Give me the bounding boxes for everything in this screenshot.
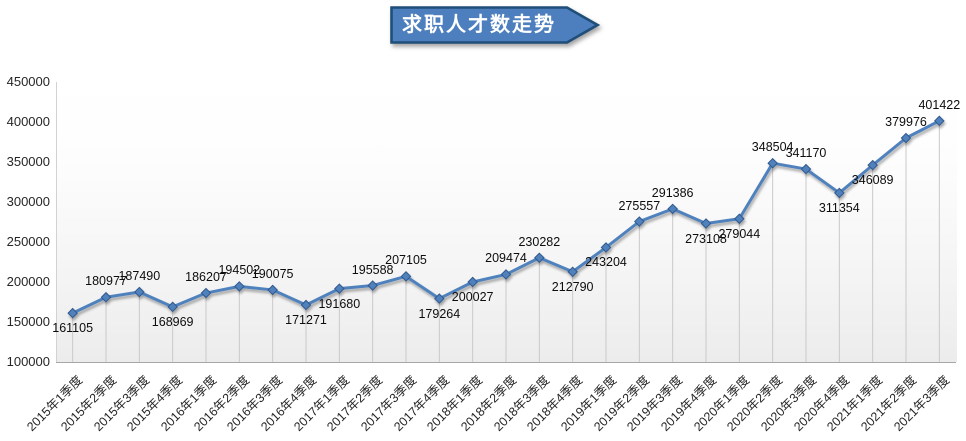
data-point-marker — [500, 269, 512, 280]
y-axis-tick-label: 350000 — [6, 154, 50, 169]
data-point-marker — [134, 286, 145, 298]
data-label: 179264 — [418, 306, 461, 321]
data-label: 348504 — [751, 140, 794, 155]
data-label: 291386 — [651, 185, 694, 200]
data-label: 171271 — [285, 312, 327, 327]
data-point-marker — [67, 307, 78, 319]
data-label: 168969 — [151, 314, 194, 329]
data-label: 346089 — [851, 173, 894, 188]
y-axis-tick-label: 100000 — [6, 354, 50, 369]
y-axis-tick-label: 250000 — [6, 234, 50, 249]
series-job-seekers — [67, 115, 945, 319]
data-point-marker — [934, 115, 945, 127]
y-axis-tick-label: 450000 — [6, 74, 50, 89]
data-label: 212790 — [551, 279, 594, 294]
data-label: 180977 — [85, 274, 127, 289]
data-point-marker — [467, 276, 478, 288]
banner-pentagon-shape — [390, 6, 600, 44]
data-point-marker — [667, 203, 678, 215]
data-point-marker — [767, 157, 778, 169]
data-point-marker — [167, 301, 178, 313]
data-point-marker — [334, 283, 345, 294]
data-point-marker — [100, 291, 112, 303]
data-point-marker — [634, 216, 645, 227]
data-label: 186207 — [185, 270, 227, 285]
category-drop-lines — [72, 120, 940, 362]
data-point-marker — [867, 159, 878, 171]
data-label: 191680 — [318, 296, 361, 311]
y-axis-tick-label: 200000 — [6, 274, 50, 289]
chart-title: 求职人才数走势 — [402, 14, 556, 36]
data-point-marker — [600, 242, 612, 253]
data-label: 311354 — [818, 200, 860, 215]
data-point-marker — [900, 132, 912, 144]
data-label: 275557 — [618, 198, 661, 213]
data-label: 341170 — [785, 146, 827, 161]
data-label: 279044 — [718, 226, 761, 241]
data-point-marker — [834, 187, 845, 199]
data-label: 200027 — [451, 289, 494, 304]
data-point-marker — [434, 293, 445, 304]
y-axis-tick-label: 150000 — [6, 314, 50, 329]
data-label: 194502 — [218, 263, 261, 278]
y-axis-tick-label: 300000 — [6, 194, 50, 209]
data-label: 243204 — [585, 255, 627, 270]
data-point-marker — [300, 299, 312, 311]
data-point-marker — [367, 280, 378, 291]
data-point-marker — [534, 252, 545, 264]
data-point-marker — [267, 284, 278, 296]
data-label: 187490 — [118, 269, 161, 283]
y-axis-tick-label: 400000 — [6, 114, 50, 129]
data-point-marker — [200, 287, 212, 299]
data-point-marker — [700, 218, 712, 229]
data-label: 207105 — [385, 253, 427, 268]
data-label: 195588 — [351, 262, 394, 277]
data-label: 209474 — [485, 251, 527, 266]
data-point-marker — [400, 271, 412, 282]
data-label: 230282 — [518, 234, 561, 249]
data-label: 161105 — [52, 321, 94, 336]
data-label: 190075 — [251, 266, 294, 281]
data-label: 273108 — [685, 231, 727, 246]
data-point-marker — [800, 163, 812, 175]
data-label: 379976 — [885, 115, 927, 130]
data-point-marker — [567, 266, 578, 278]
data-label: 401422 — [918, 97, 961, 112]
data-point-marker — [234, 281, 245, 292]
chart-title-banner: 求职人才数走势 — [390, 6, 600, 44]
data-point-marker — [734, 213, 745, 225]
